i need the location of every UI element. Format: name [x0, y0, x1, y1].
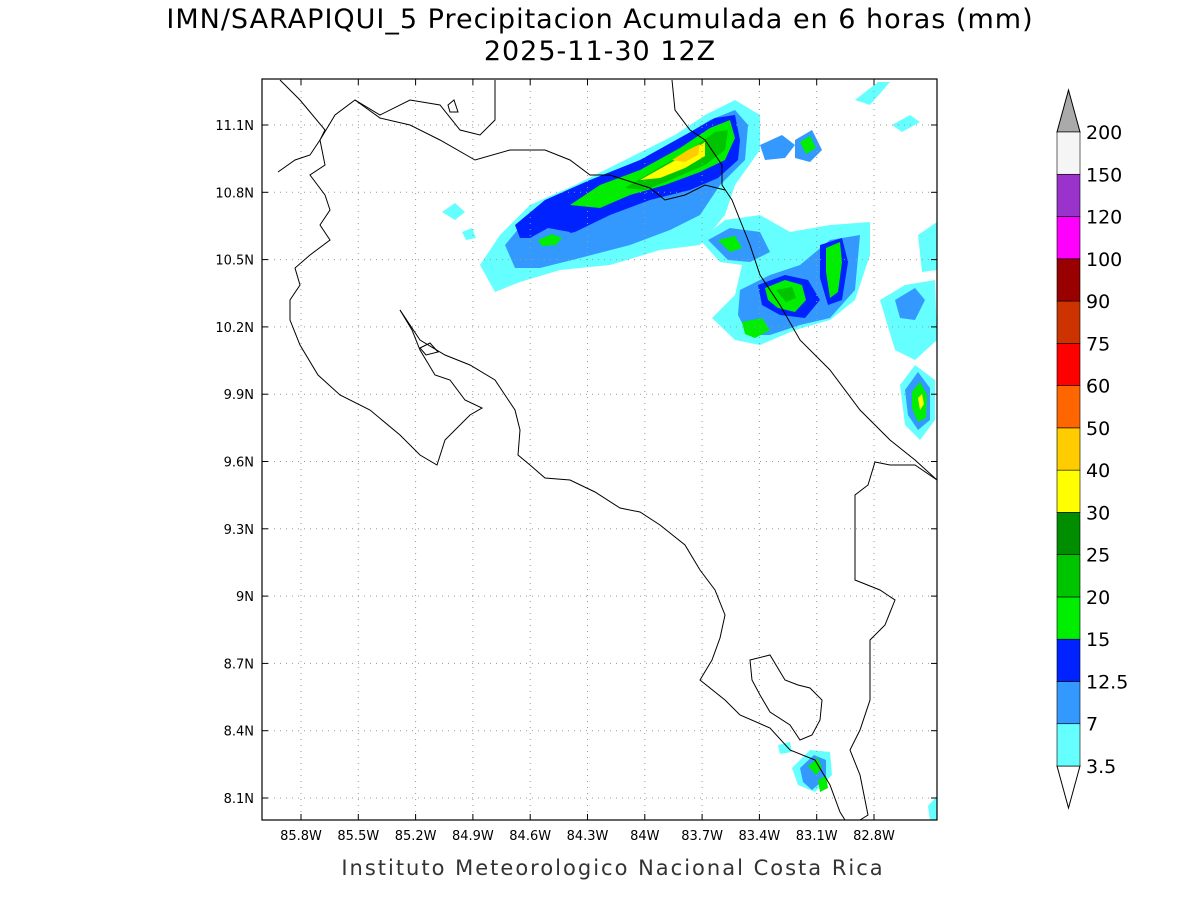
- legend-level-label: 12.5: [1086, 671, 1128, 693]
- legend-level-label: 30: [1086, 502, 1110, 524]
- island-small-north: [447, 99, 459, 113]
- lat-tick-label: 9.9N: [224, 388, 254, 403]
- legend-level-label: 200: [1086, 122, 1122, 144]
- lat-tick-label: 11.1N: [215, 119, 254, 134]
- precip-cell-nw-small: [442, 203, 465, 220]
- map-subtitle-date: 2025-11-30 12Z: [483, 36, 717, 67]
- lat-tick-label: 9N: [236, 590, 254, 605]
- legend-level-label: 40: [1086, 460, 1110, 482]
- latitude-axis: 11.1N 10.8N 10.5N 10.2N 9.9N 9.6N 9.3N 9N 8.7N 8.…: [215, 119, 937, 807]
- legend-color-box: [1056, 596, 1081, 640]
- legend-level-label: 90: [1086, 291, 1110, 313]
- map-title: IMN/SARAPIQUI_5 Precipitacion Acumulada …: [166, 4, 1034, 35]
- legend-color-box: [1056, 258, 1081, 302]
- lon-tick-label: 83.4W: [738, 829, 780, 844]
- legend-arrow-bottom: [1056, 765, 1081, 810]
- lat-tick-label: 8.1N: [224, 792, 254, 807]
- legend-color-box: [1056, 385, 1081, 429]
- precip-area-north-yellow: [640, 142, 705, 180]
- legend-level-label: 50: [1086, 418, 1110, 440]
- coastline-pacific-nicoya: [277, 138, 484, 466]
- precip-area-east-cyan: [880, 222, 937, 360]
- precip-area-ne-cells: [760, 130, 822, 162]
- border-rio-san-juan: [671, 79, 938, 481]
- lon-tick-label: 83.7W: [681, 829, 723, 844]
- legend-color-box: [1056, 512, 1081, 555]
- legend-level-label: 3.5: [1086, 756, 1116, 778]
- coastlines-borders: [277, 79, 938, 821]
- legend-level-label: 150: [1086, 164, 1122, 186]
- lon-tick-label: 84.9W: [452, 829, 494, 844]
- lat-tick-label: 8.7N: [224, 657, 254, 672]
- legend-color-box: [1056, 681, 1081, 725]
- legend-color-box: [1056, 427, 1081, 471]
- lon-tick-label: 82.8W: [853, 829, 895, 844]
- lat-tick-label: 9.6N: [224, 456, 254, 471]
- coastline-pacific-central: [399, 309, 846, 821]
- legend-color-box: [1056, 554, 1081, 598]
- lat-tick-label: 10.8N: [215, 186, 254, 201]
- precip-area-central-green: [718, 236, 842, 338]
- lon-tick-label: 84.3W: [567, 829, 609, 844]
- precip-cell-far-east-yellow: [918, 394, 924, 410]
- lat-tick-label: 8.4N: [224, 725, 254, 740]
- lon-tick-label: 85.5W: [337, 829, 379, 844]
- precip-area-central-dark-green: [776, 287, 796, 302]
- precipitation-field: [442, 82, 937, 820]
- legend-color-box: [1056, 216, 1081, 260]
- legend-color-box: [1056, 638, 1081, 682]
- border-costa-rica-panama: [849, 461, 938, 821]
- lon-tick-label: 83.1W: [796, 829, 838, 844]
- precip-cell-corner: [928, 796, 937, 820]
- precip-cell-west-green: [538, 234, 562, 246]
- legend-level-label: 60: [1086, 376, 1110, 398]
- island-chira: [419, 342, 439, 356]
- precip-cell-south-green: [808, 758, 828, 792]
- precip-streak-ne: [855, 82, 920, 132]
- legend-level-label: 15: [1086, 629, 1110, 651]
- lon-tick-label: 85.2W: [395, 829, 437, 844]
- lat-tick-label: 9.3N: [224, 523, 254, 538]
- legend-level-label: 25: [1086, 545, 1110, 567]
- lon-tick-label: 84.6W: [509, 829, 551, 844]
- legend-level-label: 20: [1086, 587, 1110, 609]
- color-legend: 3.5 7 12.5 15 20 25 30 40 50 60 75 90 100 120 150 200: [1056, 88, 1128, 810]
- legend-level-label: 100: [1086, 249, 1122, 271]
- lon-tick-label: 84W: [630, 829, 660, 844]
- longitude-axis: 85.8W 85.5W 85.2W 84.9W 84.6W 84.3W 84W 83.7W 83…: [280, 79, 895, 844]
- legend-color-box: [1056, 131, 1081, 175]
- legend-level-label: 7: [1086, 714, 1098, 736]
- precip-area-ne-cells-green: [800, 136, 816, 154]
- lon-tick-label: 85.8W: [280, 829, 322, 844]
- footer-credit: Instituto Meteorologico Nacional Costa R…: [341, 856, 885, 880]
- legend-color-box: [1056, 343, 1081, 386]
- legend-color-box: [1056, 300, 1081, 344]
- precip-area-east-light-blue: [895, 288, 925, 320]
- legend-color-box: [1056, 173, 1081, 217]
- map-frame: [261, 78, 938, 821]
- lat-tick-label: 10.2N: [215, 321, 254, 336]
- lat-tick-label: 10.5N: [215, 254, 254, 269]
- coastline-osa-peninsula: [749, 654, 823, 741]
- coastline-lake-nicaragua: [279, 79, 496, 141]
- legend-level-label: 75: [1086, 333, 1110, 355]
- border-nicaragua-costa-rica: [354, 99, 726, 201]
- precip-area-north-green: [570, 120, 735, 208]
- legend-color-box: [1056, 723, 1081, 767]
- legend-level-label: 120: [1086, 207, 1122, 229]
- legend-arrow-top: [1056, 88, 1081, 133]
- precip-area-north-orange: [672, 144, 700, 162]
- precip-cell-nw-small-2: [462, 228, 476, 240]
- legend-color-box: [1056, 469, 1081, 513]
